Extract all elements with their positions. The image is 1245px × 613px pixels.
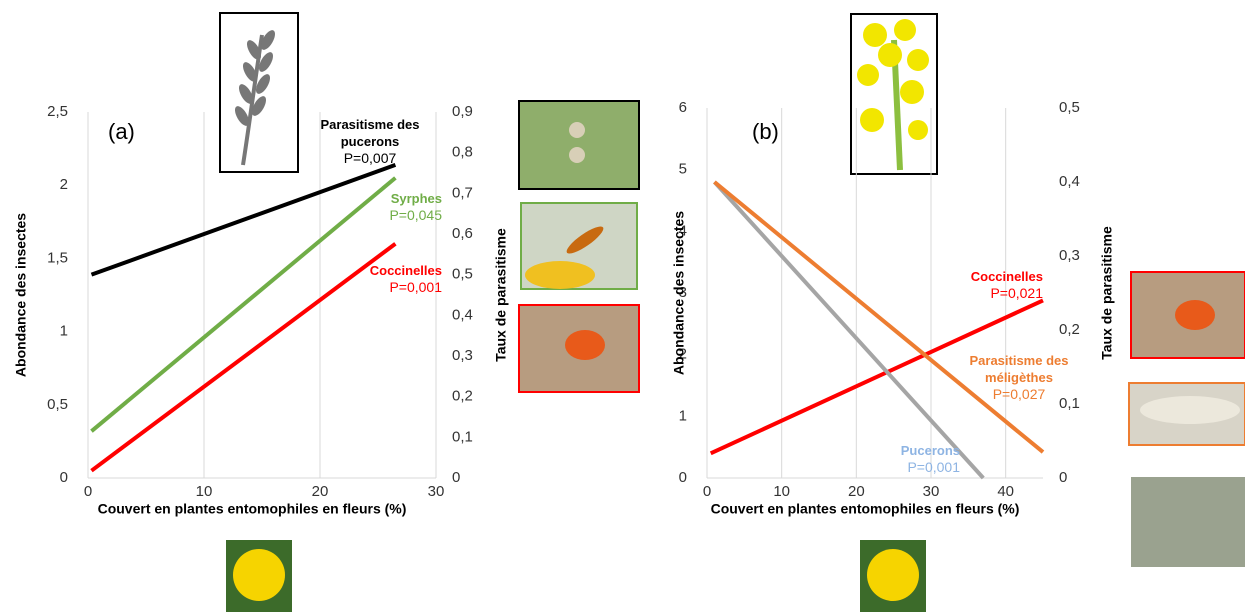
y-tick-label: 1 [60, 323, 68, 340]
y-axis-label: Abondance des insectes [13, 213, 29, 377]
y2-axis-label: Taux de parasitisme [1099, 226, 1115, 360]
series-annotation: P=0,001 [850, 459, 960, 476]
series-name: Coccinelles [350, 262, 442, 279]
x-tick-label: 0 [84, 483, 92, 500]
y2-tick-label: 0,3 [1059, 247, 1080, 264]
larva [1140, 396, 1240, 424]
series-line [91, 165, 395, 275]
series-name: Parasitisme des pucerons [300, 116, 440, 150]
aphid-mummy [569, 122, 585, 138]
ladybird [565, 330, 605, 360]
y2-tick-label: 0,9 [452, 103, 473, 120]
series-annotation: P=0,027 [960, 386, 1078, 403]
y-tick-label: 2 [60, 176, 68, 193]
y2-tick-label: 0,2 [1059, 321, 1080, 338]
series-name: Pucerons [850, 442, 960, 459]
x-tick-label: 30 [923, 483, 940, 500]
x-tick-label: 10 [196, 483, 213, 500]
x-tick-label: 0 [703, 483, 711, 500]
x-tick-label: 20 [312, 483, 329, 500]
aphid-photo [519, 101, 639, 189]
y2-axis-label: Taux de parasitisme [493, 228, 509, 362]
y-tick-label: 6 [679, 99, 687, 116]
panel-label: (b) [752, 119, 779, 144]
series-annotation: P=0,021 [935, 285, 1043, 302]
x-axis-label: Couvert en plantes entomophiles en fleur… [711, 501, 1020, 517]
y2-tick-label: 0,5 [452, 266, 473, 283]
y-tick-label: 2,5 [47, 103, 68, 120]
x-tick-label: 10 [773, 483, 790, 500]
series-annotation: P=0,045 [360, 207, 442, 224]
x-tick-label: 40 [997, 483, 1014, 500]
aphid-colony-photo [1131, 477, 1245, 567]
flower [233, 549, 285, 601]
y2-tick-label: 0 [1059, 469, 1067, 486]
series-line [91, 178, 395, 431]
y-tick-label: 5 [679, 161, 687, 178]
figure: 010203000,511,522,500,10,20,30,40,50,60,… [0, 0, 1245, 613]
y2-tick-label: 0,8 [452, 144, 473, 161]
series-annotation: P=0,001 [350, 279, 442, 296]
x-tick-label: 30 [428, 483, 445, 500]
chart: 010203000,511,522,500,10,20,30,40,50,60,… [0, 0, 1245, 613]
y-tick-label: 1,5 [47, 249, 68, 266]
y2-tick-label: 0 [452, 469, 460, 486]
y-tick-label: 0,5 [47, 396, 68, 413]
series-annotation: P=0,007 [300, 150, 440, 167]
y2-tick-label: 0,4 [1059, 173, 1080, 190]
y2-tick-label: 0,6 [452, 225, 473, 242]
ladybird [1175, 300, 1215, 330]
aphid-mummy [569, 147, 585, 163]
y-tick-label: 0 [60, 469, 68, 486]
x-axis-label: Couvert en plantes entomophiles en fleur… [98, 501, 407, 517]
x-tick-label: 20 [848, 483, 865, 500]
y-tick-label: 1 [679, 407, 687, 424]
series-line [714, 182, 1043, 452]
flower [867, 549, 919, 601]
series-name: Syrphes [360, 190, 442, 207]
y2-tick-label: 0,7 [452, 184, 473, 201]
y2-tick-label: 0,5 [1059, 99, 1080, 116]
flower-center [525, 261, 595, 289]
y2-tick-label: 0,4 [452, 306, 473, 323]
y2-tick-label: 0,2 [452, 388, 473, 405]
panel-label: (a) [108, 119, 135, 144]
y-tick-label: 0 [679, 469, 687, 486]
series-name: Coccinelles [935, 268, 1043, 285]
y2-tick-label: 0,3 [452, 347, 473, 364]
y2-tick-label: 0,1 [452, 428, 473, 445]
series-name: Parasitisme des méligèthes [960, 352, 1078, 386]
y-axis-label: Abondance des insectes [671, 211, 687, 375]
